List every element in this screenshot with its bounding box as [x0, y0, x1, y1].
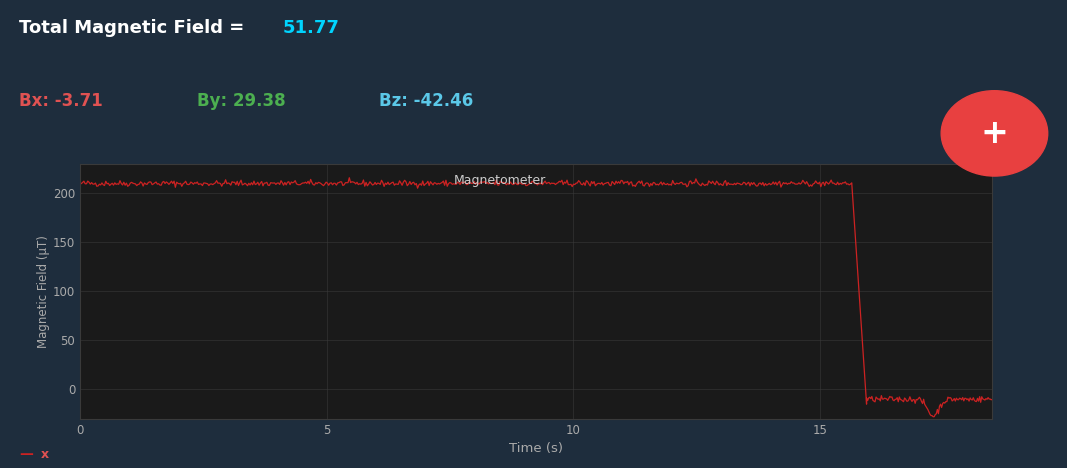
- Text: Bz: -42.46: Bz: -42.46: [379, 92, 473, 110]
- Text: By: 29.38: By: 29.38: [197, 92, 286, 110]
- Y-axis label: Magnetic Field (μT): Magnetic Field (μT): [37, 235, 50, 348]
- Text: +: +: [981, 117, 1008, 150]
- Text: x: x: [41, 448, 49, 461]
- Text: Total Magnetic Field =: Total Magnetic Field =: [19, 19, 251, 37]
- Text: 51.77: 51.77: [283, 19, 339, 37]
- Text: Magnetometer: Magnetometer: [453, 174, 546, 187]
- Text: —: —: [19, 446, 33, 461]
- X-axis label: Time (s): Time (s): [509, 442, 563, 455]
- Text: Bx: -3.71: Bx: -3.71: [19, 92, 102, 110]
- Circle shape: [941, 91, 1048, 176]
